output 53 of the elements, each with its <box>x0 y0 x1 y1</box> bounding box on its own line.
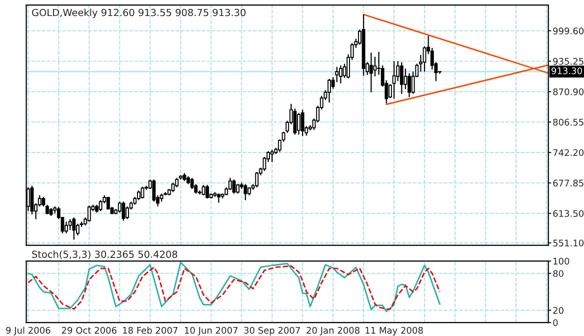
y-tick-label: 551.10 <box>553 240 584 246</box>
candlestick <box>72 216 76 240</box>
x-tick-label: 9 Jul 2006 <box>6 326 50 336</box>
candlestick <box>293 108 297 136</box>
candlestick <box>206 184 210 200</box>
candlestick <box>297 112 300 136</box>
candlestick <box>338 64 342 84</box>
x-tick-label: 30 Sep 2007 <box>244 326 300 336</box>
x-tick-label: 29 Oct 2006 <box>62 326 116 334</box>
chart-title: GOLD,Weekly 912.60 913.55 908.75 913.30 <box>32 8 246 18</box>
candlestick <box>217 193 220 204</box>
x-tick-label: 10 Jun 2007 <box>184 326 238 336</box>
candlestick <box>404 68 408 90</box>
candlestick <box>122 201 126 222</box>
chart-title: Stoch(5,3,3) 30.2365 50.4208 <box>32 250 178 260</box>
candlestick <box>335 66 339 83</box>
candlestick <box>373 56 377 77</box>
candlestick <box>68 218 72 231</box>
candlestick <box>140 186 144 200</box>
y-tick-label: 0 <box>553 319 558 326</box>
x-tick-label: 20 Jan 2008 <box>306 326 360 336</box>
y-tick-label: 806.55 <box>553 118 584 126</box>
y-tick-label: 613.50 <box>553 210 584 217</box>
candlestick <box>175 177 179 188</box>
y-tick-label: 100 <box>554 258 570 265</box>
y-tick-label: 677.85 <box>553 180 584 186</box>
candlestick <box>300 109 304 137</box>
candlestick <box>98 200 102 212</box>
y-tick-label: 742.20 <box>553 149 584 156</box>
candlestick <box>126 206 129 220</box>
candlestick <box>152 178 156 202</box>
candlestick <box>190 177 194 190</box>
candlestick <box>244 184 248 201</box>
candlestick <box>136 190 140 201</box>
y-tick-label: 80 <box>553 270 564 277</box>
y-tick-label: 20 <box>553 306 564 314</box>
y-tick-label: 935.25 <box>553 58 584 65</box>
candlestick <box>87 205 91 222</box>
candlestick <box>171 182 175 193</box>
x-tick-label: 11 May 2008 <box>366 326 423 336</box>
candlestick <box>328 78 331 104</box>
candlestick <box>270 149 274 163</box>
ref-line-label: 913.30 <box>552 67 582 74</box>
candlestick <box>369 52 373 93</box>
candlestick <box>64 221 68 234</box>
y-tick-label: 870.90 <box>553 88 584 96</box>
candlestick <box>408 72 411 98</box>
candlestick <box>255 171 259 188</box>
candlestick <box>202 184 206 196</box>
y-tick-label: 999.60 <box>553 27 584 34</box>
candlestick <box>236 184 240 194</box>
candlestick <box>400 62 404 94</box>
x-tick-label: 18 Feb 2007 <box>123 326 178 334</box>
